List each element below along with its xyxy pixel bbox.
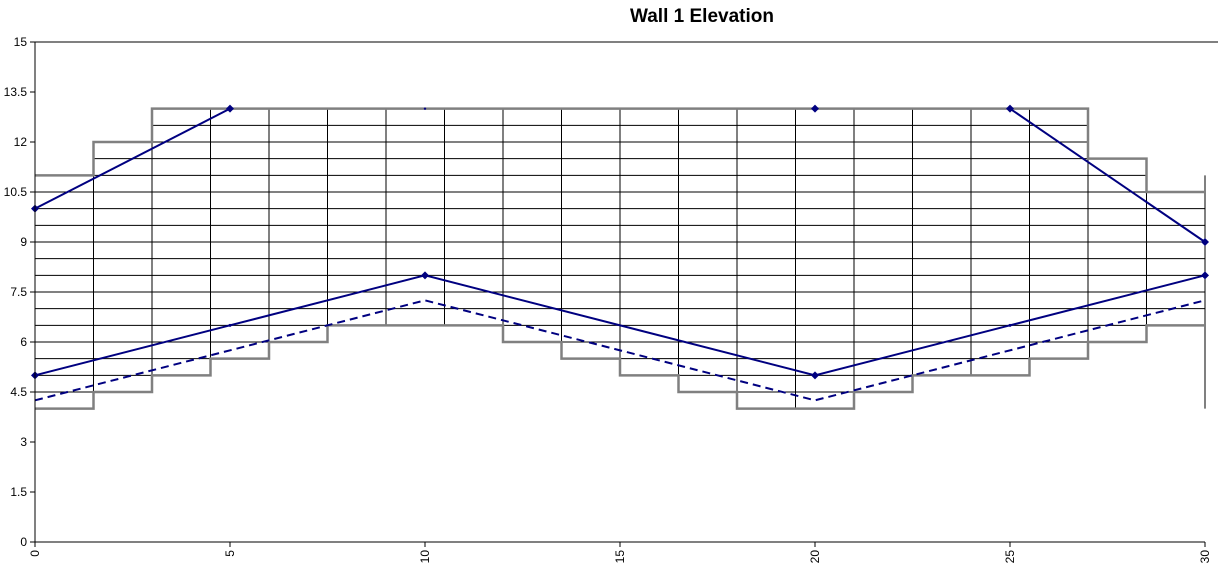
x-tick-label: 15 bbox=[613, 550, 627, 564]
top-line-segment bbox=[1009, 107, 1206, 243]
y-tick-label: 13.5 bbox=[4, 85, 28, 99]
y-tick-label: 7.5 bbox=[10, 285, 27, 299]
bottom-line-point bbox=[1008, 323, 1012, 327]
wall-outline bbox=[35, 107, 1205, 410]
chart-title: Wall 1 Elevation bbox=[630, 6, 774, 27]
x-tick-label: 10 bbox=[418, 550, 432, 564]
stepped-top-outline bbox=[35, 107, 1205, 194]
top-line-point bbox=[423, 107, 427, 110]
x-tick-label: 25 bbox=[1003, 550, 1017, 564]
x-tick-label: 20 bbox=[808, 550, 822, 564]
top-line-marker bbox=[1006, 104, 1014, 113]
y-tick-label: 0 bbox=[20, 535, 27, 549]
y-tick-label: 6 bbox=[20, 335, 27, 349]
top-line-segment bbox=[34, 107, 231, 210]
y-tick-label: 1.5 bbox=[10, 485, 27, 499]
bottom-line bbox=[34, 274, 1206, 377]
bottom-line-marker bbox=[1201, 271, 1209, 280]
y-tick-label: 15 bbox=[14, 35, 28, 49]
y-tick-label: 9 bbox=[20, 235, 27, 249]
axes: 0 1.5 3 4.5 6 7.5 9 10.5 12 13.5 15 0 5 10 15 20 25 30 bbox=[4, 35, 1218, 563]
series-lines bbox=[31, 104, 1209, 402]
top-line-marker bbox=[1201, 238, 1209, 246]
stepped-bottom-outline bbox=[35, 324, 1205, 410]
y-tick-label: 12 bbox=[14, 135, 28, 149]
y-tick-label: 3 bbox=[20, 435, 27, 449]
top-line-marker bbox=[226, 104, 234, 113]
dashed-line bbox=[34, 299, 1206, 402]
bottom-line-point bbox=[228, 323, 232, 327]
y-tick-label: 4.5 bbox=[10, 385, 27, 399]
x-tick-label: 30 bbox=[1198, 550, 1212, 564]
bottom-line-marker bbox=[811, 371, 819, 380]
bottom-line-marker bbox=[421, 271, 429, 280]
y-tick-label: 10.5 bbox=[4, 185, 28, 199]
x-tick-label: 0 bbox=[28, 550, 42, 557]
x-tick-label: 5 bbox=[223, 550, 237, 557]
top-line-marker bbox=[811, 104, 819, 113]
